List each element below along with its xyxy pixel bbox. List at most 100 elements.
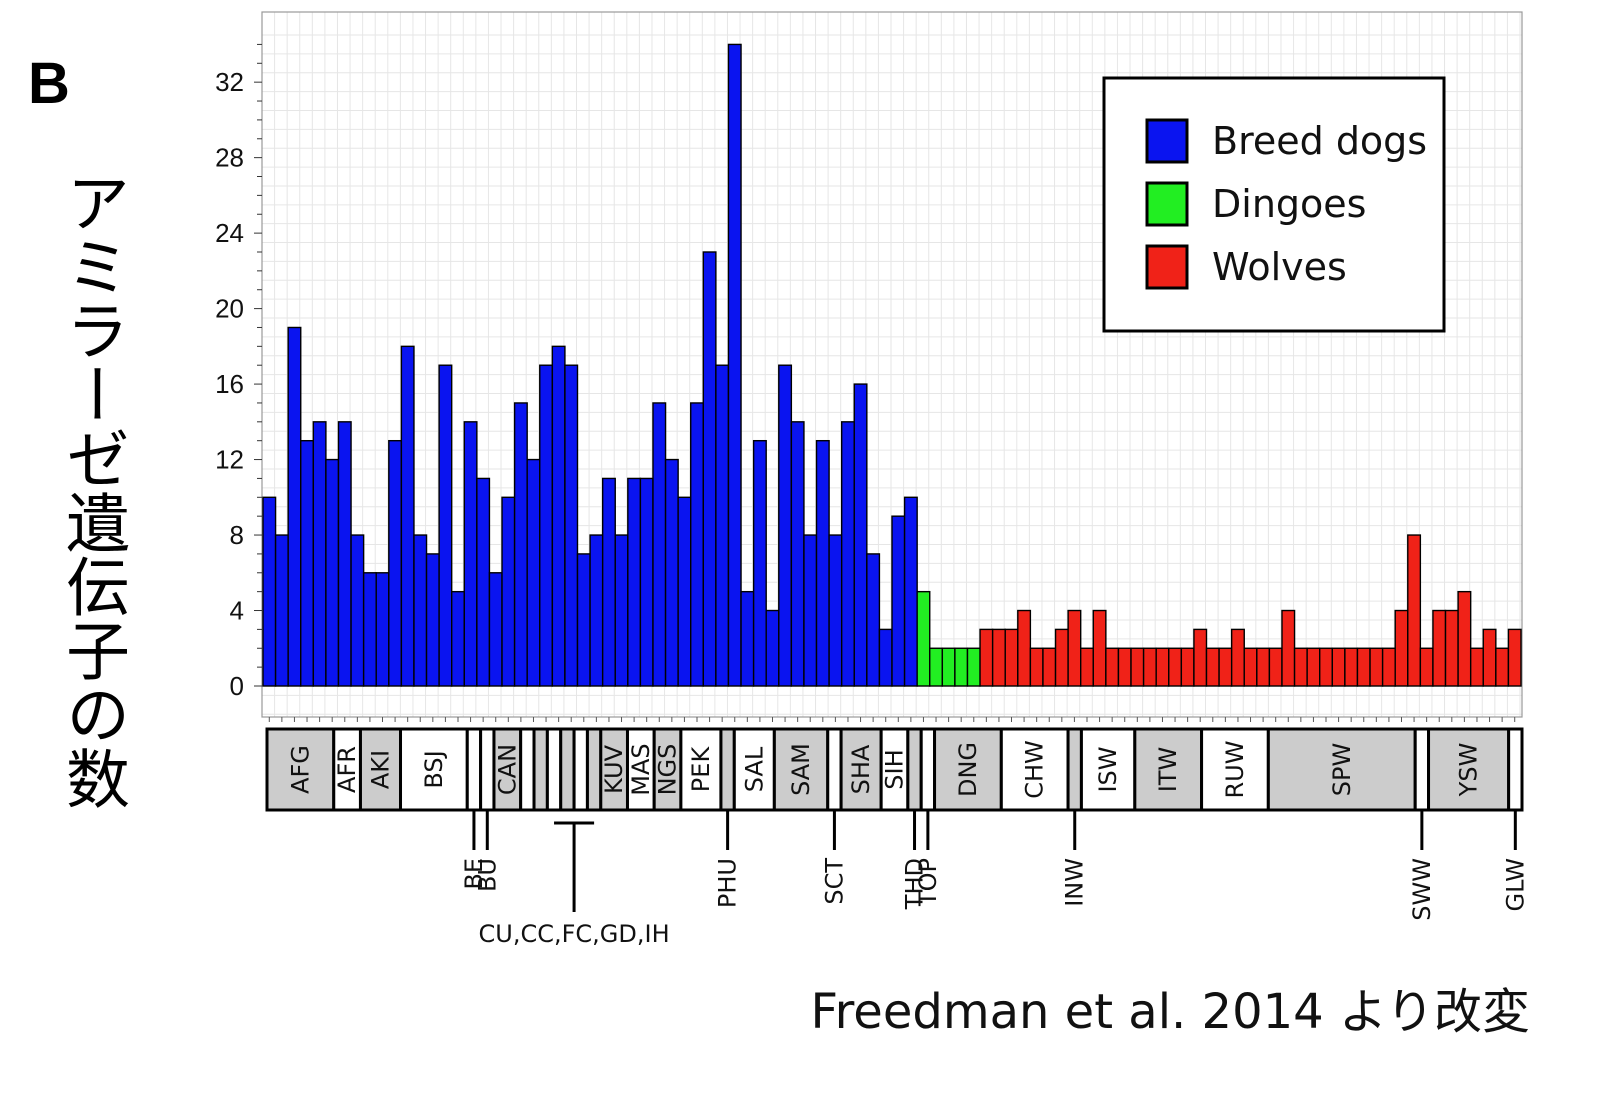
bar <box>325 458 340 687</box>
callout-label: SCT <box>820 858 848 905</box>
bar <box>513 402 528 687</box>
bar <box>476 477 491 687</box>
bar <box>438 364 453 687</box>
breed-box-label: SAM <box>787 743 815 796</box>
bar <box>840 421 855 687</box>
legend-swatch <box>1145 118 1189 164</box>
y-tick-label: 0 <box>230 671 244 701</box>
bar <box>1381 647 1396 687</box>
legend: Breed dogs Dingoes Wolves <box>1102 76 1446 333</box>
y-tick-label: 32 <box>215 67 244 97</box>
bar <box>601 477 616 687</box>
breed-box <box>999 727 1070 812</box>
bar <box>627 477 642 687</box>
bar <box>740 590 755 687</box>
bar <box>388 439 403 687</box>
bar <box>1444 609 1459 687</box>
breed-box-label: DNG <box>954 742 982 797</box>
callout-label: GLW <box>1501 858 1529 912</box>
bar <box>828 534 843 687</box>
breed-box-label: AFG <box>286 745 314 794</box>
breed-box <box>1066 727 1083 812</box>
callout-label: INW <box>1061 858 1089 907</box>
legend-label: Breed dogs <box>1212 119 1427 163</box>
bar <box>576 553 591 687</box>
breed-box-label: RUW <box>1221 741 1249 799</box>
bar <box>501 496 516 687</box>
bar <box>451 590 465 687</box>
bar <box>1105 647 1120 687</box>
bar <box>1168 647 1183 687</box>
breed-box-label: KUV <box>600 744 628 794</box>
bar <box>903 496 918 687</box>
bar <box>929 647 944 687</box>
breed-box <box>1413 727 1431 812</box>
bar <box>526 458 541 687</box>
bar <box>1243 647 1258 687</box>
bar <box>1130 647 1145 687</box>
bar <box>765 609 780 687</box>
bar <box>1495 647 1510 687</box>
breed-box <box>465 727 483 812</box>
bar <box>614 534 629 687</box>
breed-box <box>358 727 403 812</box>
bar <box>878 628 893 687</box>
breed-box-label: NGS <box>654 744 682 796</box>
bar <box>1356 647 1371 687</box>
breed-box-label: MAS <box>627 743 655 795</box>
legend-swatch <box>1145 244 1189 290</box>
callout-label: PHU <box>714 858 742 908</box>
y-tick-label: 8 <box>230 520 244 550</box>
bar <box>350 534 365 687</box>
bar <box>1432 609 1447 687</box>
bar <box>1092 609 1107 687</box>
breed-box <box>559 727 576 812</box>
breed-box-label: SPW <box>1328 743 1356 796</box>
breed-box <box>772 727 830 812</box>
panel-letter: B <box>28 51 70 116</box>
legend-label: Wolves <box>1212 245 1347 289</box>
bar <box>853 383 868 687</box>
bar <box>1142 647 1157 687</box>
bar <box>413 534 428 687</box>
bar <box>488 572 503 687</box>
bar <box>400 345 415 687</box>
breed-box <box>826 727 843 812</box>
bar <box>752 439 767 687</box>
bar <box>425 553 440 687</box>
breed-box <box>572 727 589 812</box>
bar <box>1079 647 1094 687</box>
bar <box>1268 647 1283 687</box>
breed-box-label: CAN <box>493 744 521 795</box>
breed-box-label: AKI <box>366 750 394 789</box>
breed-box <box>399 727 469 812</box>
bar <box>916 590 931 687</box>
bar <box>1331 647 1346 687</box>
bar <box>564 364 579 687</box>
bar <box>1344 647 1359 687</box>
y-tick-label: 20 <box>215 294 244 324</box>
legend-swatch <box>1145 181 1189 227</box>
bar <box>652 402 667 687</box>
bar <box>702 251 717 687</box>
breed-box <box>585 727 603 812</box>
bar <box>954 647 969 687</box>
bar <box>664 458 679 687</box>
bar <box>941 647 956 687</box>
bar <box>891 515 906 687</box>
bar <box>1029 647 1044 687</box>
breed-box <box>1427 727 1511 812</box>
bar <box>375 572 390 687</box>
bar <box>287 326 302 687</box>
bar <box>677 496 692 687</box>
bars <box>262 43 1522 687</box>
y-tick-label: 12 <box>215 445 244 475</box>
bar <box>1507 628 1522 687</box>
bar <box>966 647 981 687</box>
legend-label: Dingoes <box>1212 182 1366 226</box>
bar <box>362 572 377 687</box>
bar <box>1281 609 1296 687</box>
